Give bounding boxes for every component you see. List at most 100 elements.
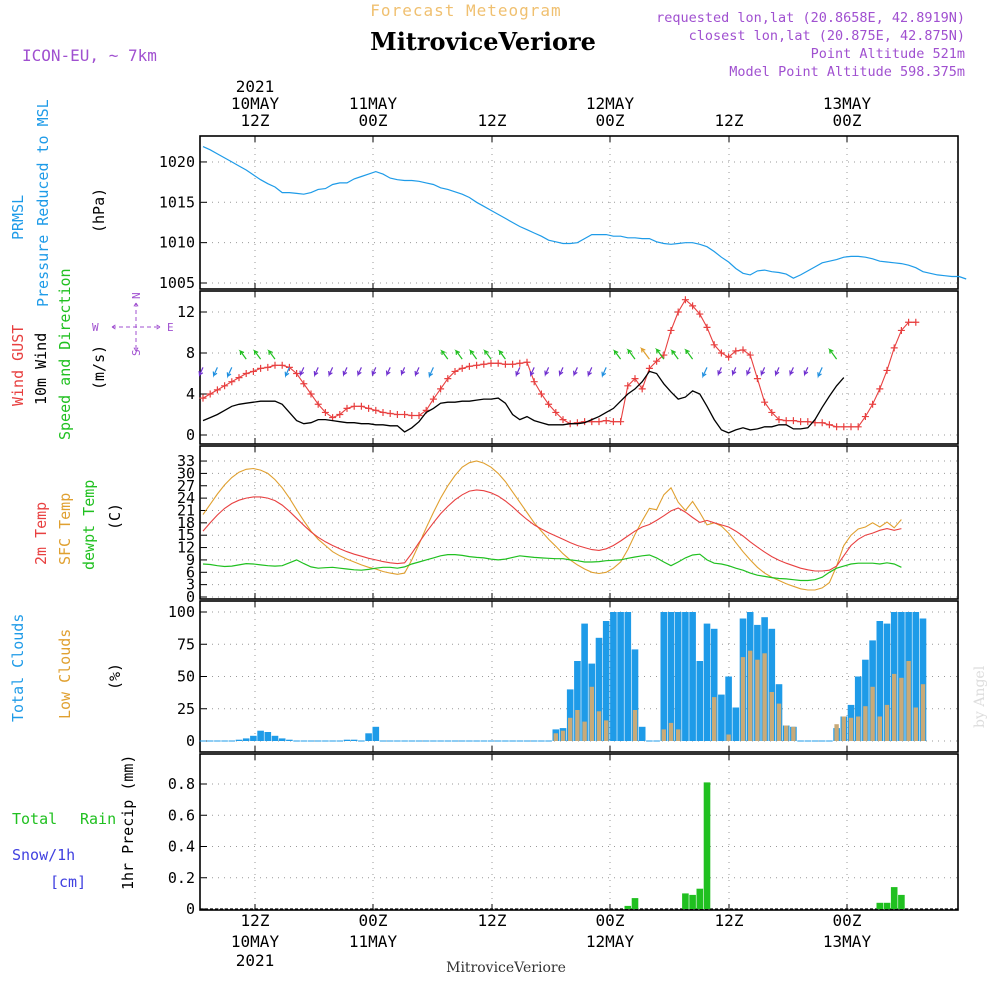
bottom-time-label: 00Z 13MAY (823, 911, 872, 951)
temp-2m-series (202, 489, 902, 572)
gust-point (681, 296, 689, 304)
top-hour: 00Z (833, 111, 862, 130)
y-tick-label: 0 (186, 900, 195, 918)
total-cloud-bar (919, 618, 927, 741)
precip-unit: 1hr Precip (mm) (119, 755, 137, 890)
rain-bar (898, 894, 905, 909)
cloud-unit: (%) (106, 663, 124, 690)
low-cloud-bar (740, 657, 746, 741)
wind-arrow (342, 367, 348, 378)
gust-point (775, 416, 783, 424)
wind-arrow (558, 367, 564, 377)
low-cloud-bar (668, 722, 674, 741)
low-cloud-bar (877, 716, 882, 741)
gust-point (393, 411, 401, 418)
gust-point (285, 363, 293, 371)
y-tick-label: 75 (177, 635, 195, 653)
top-date: 13MAY (823, 94, 872, 113)
compass-south: S (130, 349, 143, 356)
rain-bar (703, 782, 711, 909)
total-cloud-bar (250, 735, 257, 741)
wind-arrow (468, 349, 478, 360)
compass-north: N (130, 292, 143, 299)
bottom-hour: 12Z (715, 911, 744, 930)
low-cloud-bar (575, 710, 580, 741)
wind-label-gust: Wind GUST (9, 325, 27, 406)
gust-point (696, 310, 704, 318)
gust-point (725, 353, 733, 361)
cloud-bars (199, 612, 927, 742)
y-tick-label: 0.8 (168, 775, 195, 793)
wind-arrow (198, 367, 204, 378)
sfc-temp-line (202, 460, 902, 591)
gust-point (761, 398, 769, 406)
gust-point (221, 382, 229, 390)
total-cloud-bar (862, 659, 869, 741)
low-cloud-bar (748, 650, 753, 741)
gust-point (257, 364, 265, 372)
wind-arrow (789, 367, 794, 377)
wind-arrow (385, 367, 391, 377)
panel-precipitation: 0 0.2 0.4 0.6 0.8 (168, 753, 959, 918)
gust-point (782, 417, 790, 425)
gust-point (638, 385, 646, 393)
gust-point (444, 375, 452, 383)
wind-arrow (701, 367, 708, 379)
y-tick-label: 30 (177, 464, 195, 482)
total-cloud-bar (854, 676, 862, 741)
compass-east: E (167, 321, 174, 334)
low-cloud-bar (776, 703, 782, 741)
bottom-date: 12MAY (586, 932, 635, 951)
y-tick-label: 8 (186, 344, 195, 362)
wind-panel-labels: Wind GUST 10m Wind Speed and Direction (… (9, 268, 174, 440)
low-cloud-bar (726, 734, 731, 741)
gust-point (451, 367, 459, 375)
rain-bar (631, 898, 639, 909)
total-cloud-bar (703, 623, 711, 741)
gust-point (357, 402, 365, 410)
gust-point (631, 375, 639, 383)
low-cloud-bar (596, 711, 602, 741)
wind-arrow (313, 367, 319, 378)
rain-bar (682, 893, 689, 909)
wind-arrow (639, 347, 650, 360)
y-tick-label: 4 (186, 385, 195, 403)
gust-point (365, 404, 373, 412)
panel-frame (199, 135, 959, 290)
gust-point (897, 326, 905, 334)
model-point-altitude: Model Point Altitude 598.375m (729, 64, 965, 80)
y-tick-label: 1020 (159, 153, 195, 171)
low-cloud-bar (834, 724, 839, 741)
gust-point (329, 414, 337, 422)
temp-label-sfc: SFC Temp (56, 493, 74, 565)
compass-icon: N S W E (92, 292, 174, 356)
gust-point (372, 406, 380, 414)
wind-arrow (817, 367, 823, 379)
bottom-date: 11MAY (349, 932, 398, 951)
bottom-time-label: 12Z (715, 911, 744, 930)
low-cloud-bar (870, 686, 875, 741)
gust-point (415, 412, 423, 420)
gust-point (869, 400, 877, 408)
gust-point (559, 416, 567, 424)
low-cloud-bar (582, 721, 587, 741)
wind-direction-arrows (198, 347, 838, 379)
gust-point (818, 419, 826, 427)
temp-label-dewpt: dewpt Temp (80, 480, 98, 570)
total-cloud-bar (257, 730, 264, 741)
cloud-label-low: Low Clouds (56, 629, 74, 719)
wind-label-10m: 10m Wind (32, 333, 50, 405)
gust-point (336, 411, 344, 418)
gust-point (617, 418, 625, 426)
wind-arrow (746, 367, 751, 377)
rain-bar (689, 894, 696, 909)
wind-arrow (267, 349, 276, 360)
gust-point (199, 394, 207, 402)
wind-arrow (299, 367, 305, 377)
gust-point (876, 385, 884, 393)
wind-arrow (357, 367, 362, 377)
total-cloud-bar (624, 612, 632, 741)
y-tick-label: 50 (177, 668, 195, 686)
low-cloud-bar (892, 673, 897, 741)
